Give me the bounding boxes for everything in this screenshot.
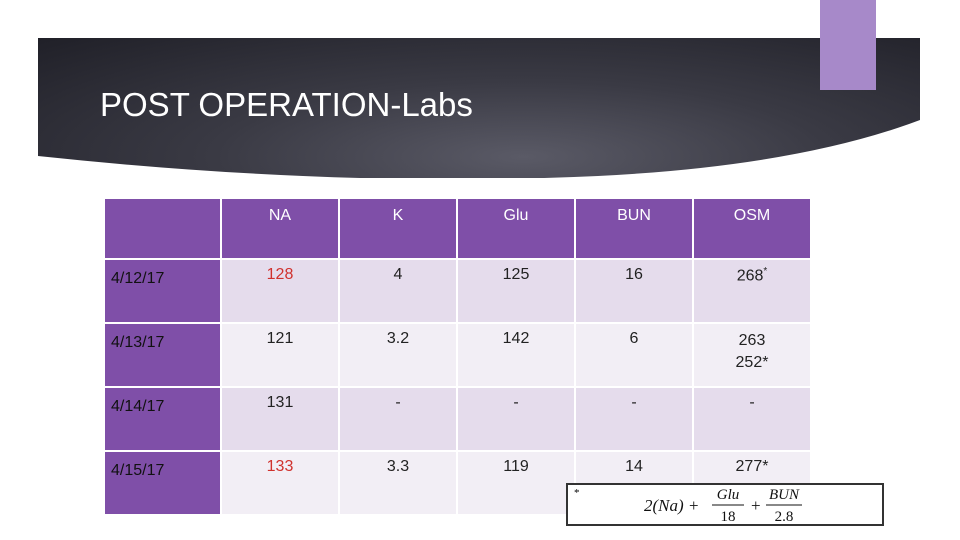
date-cell: 4/15/17 (103, 450, 222, 516)
banner-curve (38, 120, 920, 178)
osmolality-formula: 2(Na) + Glu 18 + BUN 2.8 (644, 487, 802, 524)
na-cell: 131 (220, 386, 340, 452)
k-cell: - (338, 386, 458, 452)
date-cell: 4/12/17 (103, 258, 222, 324)
formula-star: * (574, 487, 580, 499)
na-cell: 133 (220, 450, 340, 516)
header-cell-bun: BUN (574, 197, 694, 260)
osm-cell: 263 252* (692, 322, 812, 388)
header-cell-empty (103, 197, 222, 260)
title-banner (38, 38, 920, 178)
osm-cell: - (692, 386, 812, 452)
date-cell: 4/14/17 (103, 386, 222, 452)
k-cell: 3.3 (338, 450, 458, 516)
date-cell: 4/13/17 (103, 322, 222, 388)
table-row: 4/13/17 121 3.2 142 6 263 252* (103, 322, 812, 388)
osm-value: 263 (738, 332, 766, 349)
formula-frac2-den: 2.8 (775, 509, 794, 524)
glu-cell: 119 (456, 450, 576, 516)
header-cell-osm: OSM (692, 197, 812, 260)
table-header-row: NA K Glu BUN OSM (103, 197, 812, 260)
formula-prefix: 2(Na) + (644, 496, 699, 515)
k-cell: 4 (338, 258, 458, 324)
header-cell-glu: Glu (456, 197, 576, 260)
formula-frac1-den: 18 (721, 509, 736, 524)
labs-table: NA K Glu BUN OSM 4/12/17 128 4 125 16 26… (103, 197, 812, 516)
bun-cell: 16 (574, 258, 694, 324)
table-row: 4/14/17 131 - - - - (103, 386, 812, 452)
glu-cell: 125 (456, 258, 576, 324)
osm-value: 252* (735, 354, 769, 371)
formula-frac2-num: BUN (769, 487, 800, 503)
header-cell-na: NA (220, 197, 340, 260)
bun-cell: - (574, 386, 694, 452)
na-cell: 121 (220, 322, 340, 388)
accent-bar (820, 0, 876, 90)
formula-plus: + (751, 496, 761, 515)
na-cell: 128 (220, 258, 340, 324)
glu-cell: 142 (456, 322, 576, 388)
osm-star: * (763, 266, 768, 277)
bun-cell: 6 (574, 322, 694, 388)
osm-value: 268 (736, 267, 764, 285)
osm-cell: 268* (692, 258, 812, 324)
header-cell-k: K (338, 197, 458, 260)
glu-cell: - (456, 386, 576, 452)
table-row: 4/12/17 128 4 125 16 268* (103, 258, 812, 324)
k-cell: 3.2 (338, 322, 458, 388)
slide-title: POST OPERATION-Labs (100, 86, 473, 123)
osmolality-formula-box: * 2(Na) + Glu 18 + BUN 2.8 (566, 483, 884, 526)
formula-frac1-num: Glu (717, 487, 740, 503)
